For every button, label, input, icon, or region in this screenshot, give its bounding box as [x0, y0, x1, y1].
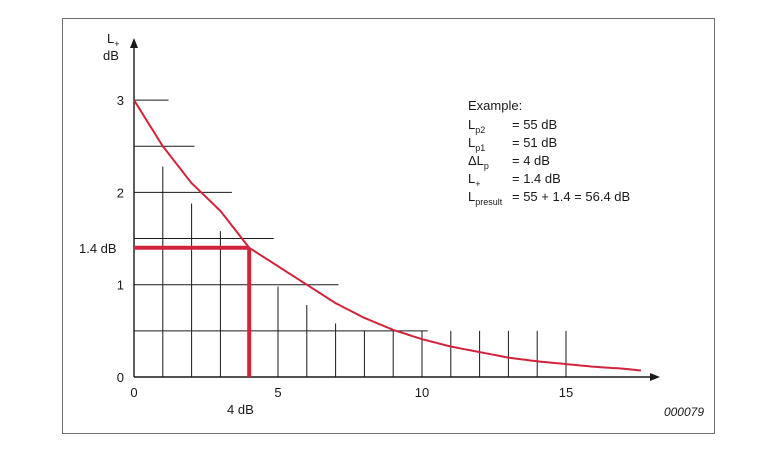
y-axis-label: L+	[107, 31, 120, 49]
curve-line	[134, 100, 641, 370]
example-symbol: Lp2	[468, 117, 485, 135]
example-value: = 51 dB	[512, 135, 557, 150]
series-layer	[134, 100, 641, 370]
x-tick-label: 15	[559, 385, 573, 400]
y-tick-label: 0	[117, 370, 124, 385]
x-tick-label: 0	[130, 385, 137, 400]
example-value: = 1.4 dB	[512, 171, 561, 186]
y-tick-label: 2	[117, 185, 124, 200]
example-symbol: ΔLp	[468, 153, 489, 171]
figure-id: 000079	[664, 405, 704, 419]
example-symbol: L+	[468, 171, 481, 189]
grid	[134, 100, 566, 377]
highlight-y-label: 1.4 dB	[79, 241, 117, 256]
example-symbol: Lp1	[468, 135, 485, 153]
y-axis-arrow	[130, 38, 138, 48]
example-symbol: Lpresult	[468, 189, 503, 207]
highlight-layer: 1.4 dB 4 dB	[79, 241, 254, 417]
x-axis-arrow	[650, 373, 660, 381]
example-value: = 55 + 1.4 = 56.4 dB	[512, 189, 630, 204]
y-axis-unit: dB	[103, 48, 119, 63]
example-box: Example: Lp2 = 55 dB Lp1 = 51 dB ΔLp = 4 dB L+…	[468, 98, 630, 207]
y-tick-label: 1	[117, 278, 124, 293]
x-tick-label: 10	[415, 385, 429, 400]
example-heading: Example:	[468, 98, 522, 113]
example-value: = 55 dB	[512, 117, 557, 132]
x-tick-label: 5	[274, 385, 281, 400]
example-value: = 4 dB	[512, 153, 550, 168]
y-tick-label: 3	[117, 93, 124, 108]
highlight-x-label: 4 dB	[227, 402, 254, 417]
